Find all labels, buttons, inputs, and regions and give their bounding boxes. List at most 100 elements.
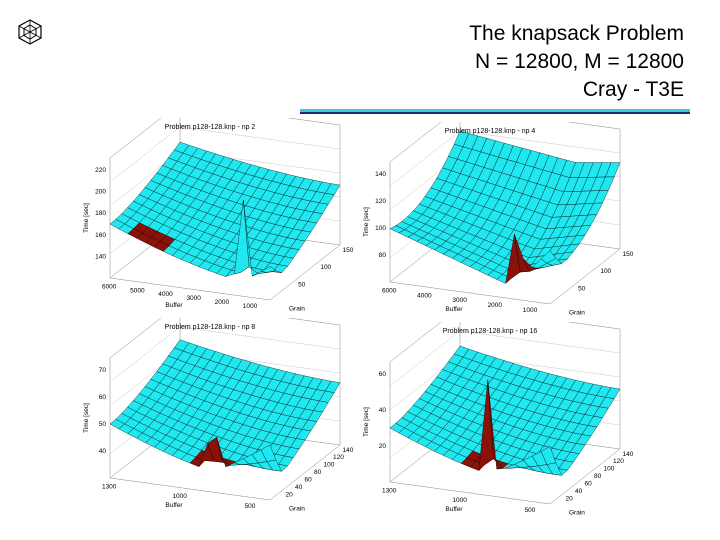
x-axis-ticks: 1300 1000 500 — [102, 483, 256, 509]
x-tick-label: 1000 — [172, 493, 187, 500]
z-tick-label: 60 — [379, 371, 387, 378]
plot-title: Problem p128-128.knp - np 4 — [445, 128, 536, 135]
x-tick-label: 4000 — [158, 291, 173, 298]
x-tick-label: 1300 — [102, 483, 117, 490]
x-tick-label: 6000 — [102, 283, 117, 290]
x-tick-label: 4000 — [417, 292, 432, 299]
cube-logo-icon — [18, 19, 42, 45]
title-line-2: N = 12800, M = 12800 — [475, 50, 684, 73]
z-tick-label: 40 — [379, 407, 387, 414]
y-tick-label: 40 — [575, 488, 583, 495]
y-tick-label: 80 — [594, 473, 602, 480]
y-tick-label: 60 — [585, 481, 593, 488]
surface-plot-np2: Problem p128-128.knp - np 2 220 200 180 160 1… — [60, 118, 360, 318]
surface-plot-svg: Problem p128-128.knp - np 2 220 200 180 160 1… — [83, 118, 354, 313]
x-axis-ticks: 6000 5000 4000 3000 2000 1000 — [102, 283, 258, 309]
y-tick-label: 150 — [343, 247, 354, 254]
y-tick-label: 150 — [623, 251, 634, 258]
z-tick-label: 120 — [375, 198, 386, 205]
z-tick-label: 70 — [99, 367, 107, 374]
y-axis-ticks: 150 100 50 — [578, 251, 634, 293]
y-tick-label: 140 — [623, 451, 634, 458]
surface-plot-np4: Problem p128-128.knp - np 4 140 120 100 80 Ti… — [340, 122, 640, 322]
title-line-1: The knapsack Problem — [469, 22, 684, 45]
y-tick-label: 100 — [324, 462, 335, 469]
y-tick-label: 120 — [333, 454, 344, 461]
z-axis-ticks: 70 60 50 40 — [99, 367, 107, 455]
surface-plot-svg: Problem p128-128.knp - np 8 70 60 50 40 Time … — [83, 318, 354, 513]
x-axis-ticks: 6000 4000 3000 2000 1000 — [382, 287, 538, 313]
z-tick-label: 140 — [95, 253, 106, 260]
y-tick-label: 50 — [298, 282, 306, 289]
x-tick-label: 2000 — [215, 299, 230, 306]
x-tick-label: 500 — [245, 503, 256, 510]
plot-title: Problem p128-128.knp - np 16 — [443, 328, 538, 335]
x-axis-label: Buffer — [445, 306, 463, 313]
z-axis-label: Time [sec] — [83, 403, 90, 433]
x-tick-label: 5000 — [130, 287, 145, 294]
surface-plot-svg: Problem p128-128.knp - np 4 140 120 100 80 Ti… — [363, 122, 634, 317]
z-tick-label: 200 — [95, 189, 106, 196]
z-tick-label: 20 — [379, 443, 387, 450]
y-axis-ticks: 150 100 50 — [298, 247, 354, 289]
surface-mesh — [389, 345, 621, 476]
x-axis-label: Buffer — [165, 302, 183, 309]
y-tick-label: 100 — [600, 268, 611, 275]
x-tick-label: 2000 — [488, 302, 503, 309]
y-axis-label: Grain — [289, 506, 305, 513]
z-tick-label: 160 — [95, 232, 106, 239]
surface-plot-np16: Problem p128-128.knp - np 16 60 40 20 Time [… — [340, 322, 640, 522]
z-tick-label: 140 — [375, 171, 386, 178]
z-axis-ticks: 220 200 180 160 140 — [95, 167, 106, 260]
y-axis-label: Grain — [569, 510, 585, 517]
x-axis-ticks: 1300 1000 500 — [382, 487, 536, 513]
x-tick-label: 1000 — [523, 307, 538, 314]
x-axis-label: Buffer — [165, 502, 183, 509]
z-axis-label: Time [sec] — [363, 207, 370, 237]
y-tick-label: 60 — [305, 477, 313, 484]
y-tick-label: 20 — [286, 492, 294, 499]
y-tick-label: 100 — [320, 264, 331, 271]
plot-title: Problem p128-128.knp - np 8 — [165, 324, 256, 331]
y-tick-label: 100 — [604, 466, 615, 473]
y-tick-label: 120 — [613, 458, 624, 465]
z-axis-ticks: 140 120 100 80 — [375, 171, 386, 259]
x-tick-label: 500 — [525, 507, 536, 514]
z-tick-label: 40 — [99, 448, 107, 455]
y-tick-label: 140 — [343, 447, 354, 454]
y-tick-label: 80 — [314, 469, 322, 476]
x-tick-label: 1000 — [452, 497, 467, 504]
surface-mesh — [109, 339, 341, 472]
z-tick-label: 50 — [99, 421, 107, 428]
y-axis-label: Grain — [289, 306, 305, 313]
y-tick-label: 20 — [566, 496, 574, 503]
z-axis-label: Time [sec] — [363, 407, 370, 437]
z-tick-label: 80 — [379, 252, 387, 259]
z-tick-label: 180 — [95, 210, 106, 217]
y-axis-label: Grain — [569, 310, 585, 317]
y-tick-label: 40 — [295, 484, 303, 491]
slide-title: The knapsack Problem N = 12800, M = 1280… — [469, 20, 684, 104]
x-tick-label: 6000 — [382, 287, 397, 294]
x-tick-label: 3000 — [186, 295, 201, 302]
z-tick-label: 220 — [95, 167, 106, 174]
title-line-3: Cray - T3E — [582, 78, 684, 101]
x-tick-label: 3000 — [452, 297, 467, 304]
x-tick-label: 1300 — [382, 487, 397, 494]
z-axis-label: Time [sec] — [83, 203, 90, 233]
plot-title: Problem p128-128.knp - np 2 — [165, 124, 256, 131]
title-underline-rule — [300, 112, 690, 114]
z-tick-label: 100 — [375, 225, 386, 232]
x-tick-label: 1000 — [243, 303, 258, 310]
surface-mesh — [109, 141, 341, 277]
surface-plot-np8: Problem p128-128.knp - np 8 70 60 50 40 Time … — [60, 318, 360, 518]
x-axis-label: Buffer — [445, 506, 463, 513]
y-tick-label: 50 — [578, 286, 586, 293]
z-tick-label: 60 — [99, 394, 107, 401]
title-accent-rule — [300, 109, 690, 112]
z-axis-ticks: 60 40 20 — [379, 371, 387, 450]
surface-mesh — [389, 130, 621, 284]
